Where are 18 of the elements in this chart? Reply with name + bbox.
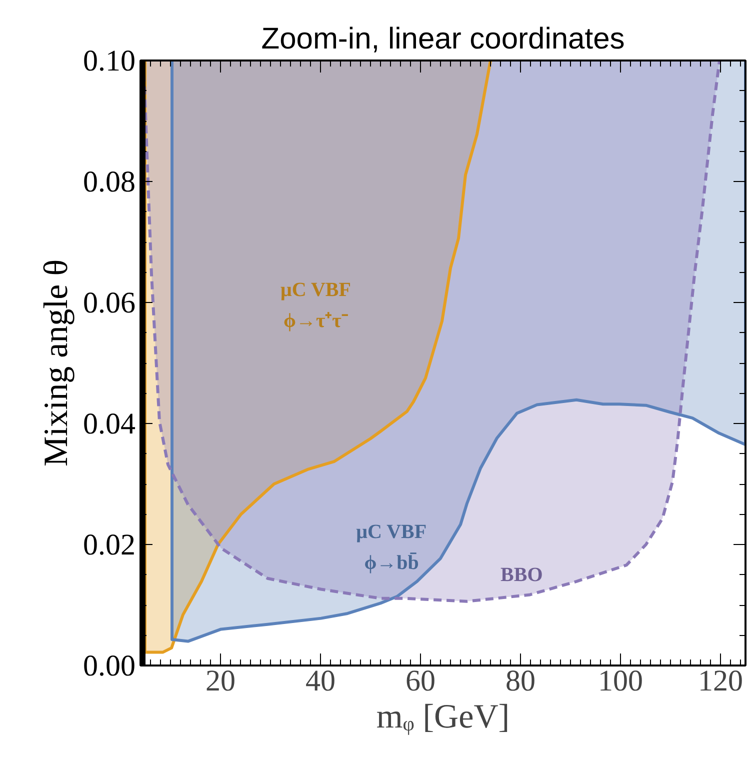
x-tick-label: 120 [698,664,743,698]
y-tick-label: 0.06 [83,286,136,320]
annotation: μC VBF ϕ→τ⁺τ⁻ [280,279,351,332]
x-tick-label: 60 [406,664,436,698]
x-tick-label: 20 [206,664,236,698]
y-tick-label: 0.08 [83,166,136,198]
y-tick-label: 0.10 [83,44,136,78]
chart-title: Zoom-in, linear coordinates [261,22,625,56]
x-tick-label: 80 [506,664,536,698]
x-axis-title: mᵩ [GeV] [376,698,510,736]
annotation: BBO [500,564,543,586]
y-axis-title: Mixing angle θ [38,259,75,467]
y-tick-label: 0.00 [83,650,136,682]
x-tick-label: 100 [598,664,643,698]
x-tick-label: 40 [306,664,336,698]
y-tick-label: 0.02 [83,528,136,562]
annotation: μC VBF ϕ→bb̄ [356,521,427,574]
y-tick-label: 0.04 [83,408,136,440]
